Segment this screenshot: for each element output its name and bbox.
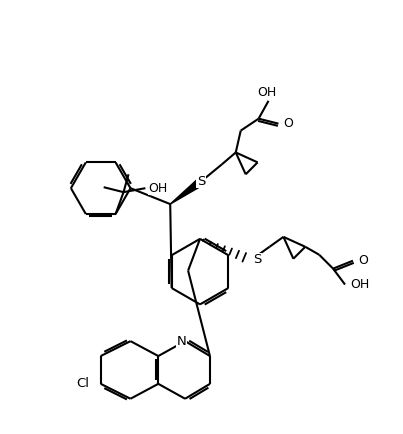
Text: N: N [176, 335, 186, 348]
Polygon shape [170, 179, 202, 204]
Text: OH: OH [257, 86, 276, 99]
Text: O: O [283, 117, 293, 130]
Text: S: S [197, 175, 205, 188]
Text: OH: OH [148, 182, 168, 195]
Text: O: O [358, 254, 368, 267]
Text: OH: OH [350, 278, 369, 291]
Text: S: S [253, 253, 261, 266]
Text: Cl: Cl [76, 377, 89, 390]
